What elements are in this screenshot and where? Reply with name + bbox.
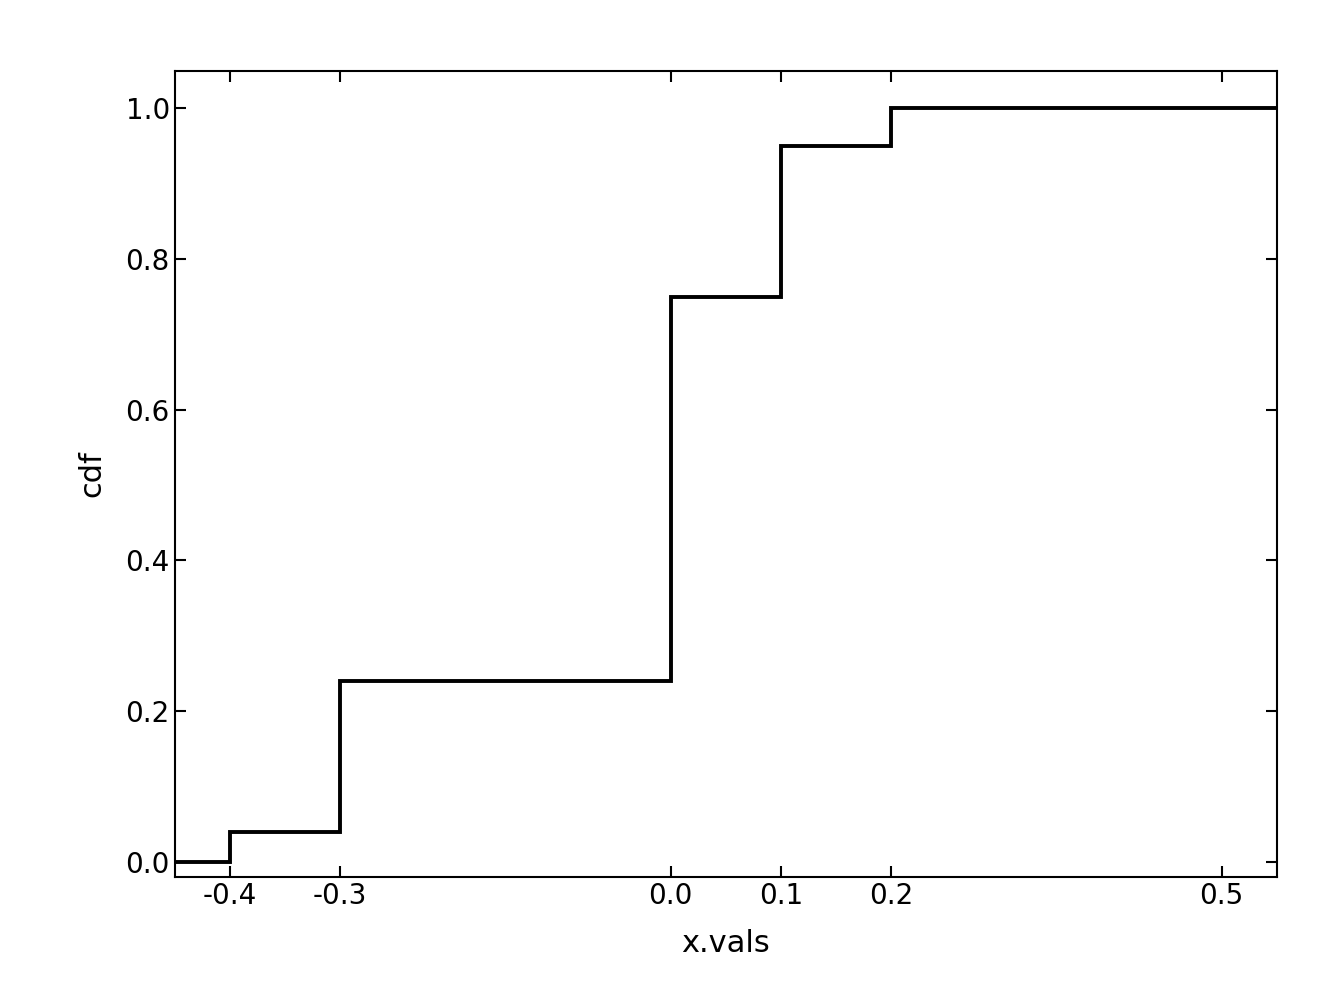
X-axis label: x.vals: x.vals xyxy=(681,929,770,959)
Y-axis label: cdf: cdf xyxy=(77,451,106,497)
